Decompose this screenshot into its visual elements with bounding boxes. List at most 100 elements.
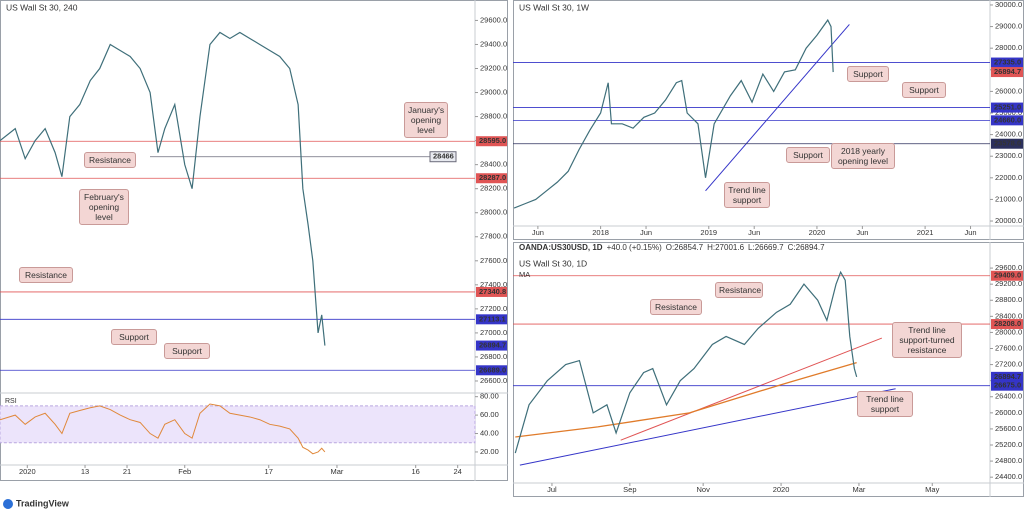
rsi-y-tick-label: 60.00 [480,410,499,419]
y-tick-label: 28400.0 [995,311,1022,320]
y-tick-label: 23000.0 [995,151,1022,160]
y-tick-label: 29200.0 [995,279,1022,288]
y-tick-label: 29600.0 [480,15,507,24]
price-tag [991,371,1023,382]
ma-label: MA [519,270,530,279]
price-line [0,31,326,346]
brand: TradingView [16,498,70,508]
price-line [514,270,858,454]
header-close: C:26894.7 [788,243,825,252]
x-tick-label: 2019 [700,228,717,237]
price-tag-label: 27335.0 [994,58,1021,67]
price-tag [476,136,507,147]
y-tick-label: 26600.0 [480,376,507,385]
callout: 2018 yearly opening level [831,143,895,169]
callout: Support [786,147,830,163]
price-tag-label: 29409.0 [994,271,1021,280]
rsi-y-tick-label: 20.00 [480,447,499,456]
price-tag [476,314,507,325]
x-tick-label: Mar [331,467,344,476]
price-tag-label: 26675.0 [994,381,1021,390]
callout: Resistance [19,267,73,283]
price-tag [991,380,1023,391]
x-tick-label: May [925,485,939,494]
trend-line [519,388,896,466]
y-tick-label: 24000.0 [995,130,1022,139]
x-tick-label: Jun [856,228,868,237]
x-tick-label: 17 [265,467,273,476]
y-tick-label: 27200.0 [995,360,1022,369]
x-tick-label: 21 [123,467,131,476]
y-tick-label: 26000.0 [995,408,1022,417]
panel-frame [0,0,508,481]
y-tick-label: 29000.0 [995,22,1022,31]
header-high: H:27001.6 [707,243,744,252]
callout: February's opening level [79,189,129,225]
header-symbol: OANDA:US30USD, 1D [519,243,603,252]
price-tag-label: 25251.0 [994,103,1021,112]
y-tick-label: 28800.0 [480,112,507,121]
callout: Resistance [715,282,763,298]
x-tick-label: Sep [623,485,636,494]
rsi-y-tick-label: 80.00 [480,392,499,401]
price-tag-label: 28595.0 [479,136,506,145]
price-tag [991,115,1023,126]
x-tick-label: 2020 [809,228,826,237]
y-tick-label: 27800.0 [480,232,507,241]
callout: Resistance [84,152,136,168]
y-tick-label: 21000.0 [995,194,1022,203]
callout: Support [111,329,157,345]
x-tick-label: Jun [532,228,544,237]
price-tag [991,319,1023,330]
y-tick-label: 30000.0 [995,0,1022,9]
y-tick-label: 28000.0 [995,327,1022,336]
y-tick-label: 26400.0 [995,392,1022,401]
y-tick-label: 24400.0 [995,472,1022,481]
y-tick-label: 25200.0 [995,440,1022,449]
price-tag [476,173,507,184]
rsi-band [0,405,476,444]
price-tag [991,102,1023,113]
y-tick-label: 28200.0 [480,184,507,193]
y-tick-label: 29600.0 [995,263,1022,272]
y-tick-label: 27000.0 [480,328,507,337]
trend-line [620,337,883,441]
x-tick-label: 2021 [917,228,934,237]
chart-title: US Wall St 30, 240 [6,2,78,12]
rsi-y-tick-label: 40.00 [480,429,499,438]
moving-average [515,361,857,438]
rsi-line [0,403,326,455]
y-tick-label: 26000.0 [995,86,1022,95]
price-tag-label: 27113.1 [479,314,506,323]
price-tag-label: 23578.0 [994,139,1021,148]
y-tick-label: 27600.0 [480,256,507,265]
price-tag-label: 27340.8 [479,287,506,296]
price-tag [476,340,507,351]
callout: Trend line support-turned resistance [892,322,962,358]
y-tick-label: 22000.0 [995,173,1022,182]
header-low: L:26669.7 [748,243,784,252]
price-tag-label: 26894.7 [994,67,1021,76]
y-tick-label: 20000.0 [995,216,1022,225]
callout: Trend line support [724,182,770,208]
x-tick-label: Mar [852,485,865,494]
x-tick-label: Feb [178,467,191,476]
x-tick-label: 2018 [592,228,609,237]
chart-title: US Wall St 30, 1W [519,2,589,12]
x-tick-label: Nov [696,485,710,494]
price-tag [991,270,1023,281]
chart-title: US Wall St 30, 1D [519,258,587,268]
y-tick-label: 28000.0 [480,208,507,217]
x-tick-label: Jul [547,485,557,494]
price-tag [991,67,1023,78]
price-tag-label: 26894.7 [479,341,506,350]
y-tick-label: 29400.0 [480,39,507,48]
y-tick-label: 26800.0 [480,352,507,361]
callout: Support [902,82,946,98]
x-tick-label: Jun [640,228,652,237]
x-tick-label: Jun [964,228,976,237]
callout: January's opening level [404,102,448,138]
price-tag-label: 26689.0 [479,365,506,374]
x-tick-label: 2020 [19,467,36,476]
